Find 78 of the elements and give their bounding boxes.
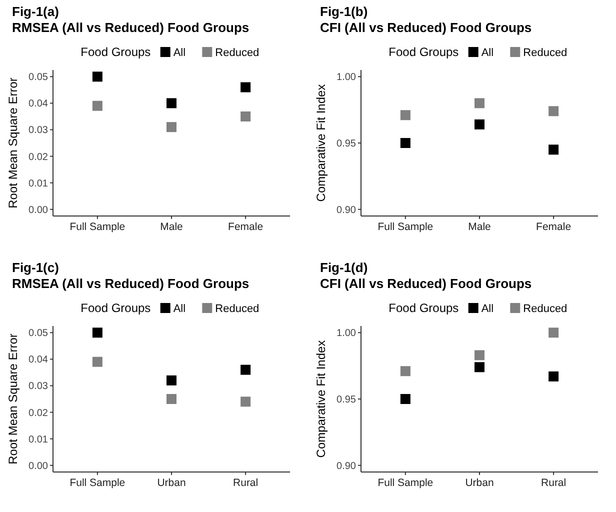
- point: [548, 144, 559, 155]
- y-tick-label: 0.05: [28, 72, 48, 84]
- legend-title: Food Groups: [80, 45, 151, 60]
- point: [240, 82, 251, 92]
- point: [400, 110, 410, 120]
- x-tick-label: Full Sample: [70, 221, 126, 233]
- y-tick-label: 0.03: [28, 381, 48, 392]
- y-tick-label: 0.90: [336, 460, 356, 472]
- point: [92, 356, 102, 367]
- y-tick-label: 0.05: [28, 328, 48, 340]
- point: [240, 364, 251, 375]
- point: [92, 72, 102, 82]
- y-tick-label: 0.02: [28, 152, 48, 163]
- y-axis-title: Comparative Fit Index: [314, 84, 328, 202]
- legend-title: Food Groups: [388, 301, 459, 316]
- y-tick-label: 0.00: [28, 460, 48, 472]
- chart-title: Fig-1(c): [12, 260, 59, 275]
- point: [240, 111, 251, 122]
- point: [166, 122, 176, 132]
- point: [166, 394, 176, 404]
- legend-label: All: [481, 46, 494, 59]
- y-tick-label: 0.95: [336, 138, 356, 150]
- legend-label: All: [481, 302, 494, 315]
- chart-subtitle: CFI (All vs Reduced) Food Groups: [320, 276, 532, 291]
- y-tick-label: 0.01: [28, 178, 48, 190]
- x-tick-label: Male: [468, 221, 492, 233]
- legend-label: Reduced: [523, 46, 568, 59]
- y-tick-label: 0.04: [28, 354, 48, 366]
- legend-title: Food Groups: [80, 301, 151, 316]
- chart-subtitle: RMSEA (All vs Reduced) Food Groups: [12, 20, 250, 35]
- y-tick-label: 1.00: [336, 72, 356, 84]
- legend-label: Reduced: [215, 302, 260, 315]
- x-tick-label: Female: [228, 221, 264, 233]
- point: [400, 394, 410, 404]
- point: [92, 100, 102, 111]
- x-tick-label: Full Sample: [70, 477, 126, 489]
- y-tick-label: 0.90: [336, 204, 356, 216]
- x-tick-label: Urban: [465, 477, 494, 489]
- legend-label: All: [173, 46, 186, 59]
- legend-label: All: [173, 302, 186, 315]
- point: [92, 328, 102, 338]
- point: [400, 366, 410, 376]
- chart-title: Fig-1(a): [12, 4, 59, 19]
- y-tick-label: 0.02: [28, 408, 48, 419]
- point: [474, 350, 484, 360]
- y-axis-title: Comparative Fit Index: [314, 340, 328, 458]
- chart-title: Fig-1(d): [320, 260, 368, 275]
- x-tick-label: Male: [160, 221, 184, 233]
- point: [548, 328, 559, 338]
- x-tick-label: Rural: [233, 477, 258, 489]
- legend-label: Reduced: [523, 302, 568, 315]
- chart-subtitle: RMSEA (All vs Reduced) Food Groups: [12, 276, 250, 291]
- chart-title: Fig-1(b): [320, 4, 368, 19]
- point: [474, 98, 484, 108]
- chart-subtitle: CFI (All vs Reduced) Food Groups: [320, 20, 532, 35]
- y-tick-label: 0.03: [28, 125, 48, 136]
- point: [166, 98, 176, 108]
- y-tick-label: 0.95: [336, 394, 356, 406]
- y-tick-label: 0.01: [28, 434, 48, 446]
- x-tick-label: Female: [536, 221, 572, 233]
- y-axis-title: Root Mean Square Error: [6, 78, 20, 208]
- x-tick-label: Full Sample: [378, 477, 434, 489]
- point: [548, 106, 559, 116]
- y-tick-label: 0.04: [28, 98, 48, 110]
- y-tick-label: 0.00: [28, 204, 48, 216]
- legend-label: Reduced: [215, 46, 260, 59]
- point: [474, 119, 484, 130]
- point: [166, 375, 176, 386]
- point: [548, 371, 559, 382]
- point: [474, 362, 484, 372]
- point: [240, 396, 251, 407]
- x-tick-label: Urban: [157, 477, 186, 489]
- x-tick-label: Full Sample: [378, 221, 434, 233]
- y-axis-title: Root Mean Square Error: [6, 334, 20, 464]
- point: [400, 138, 410, 148]
- y-tick-label: 1.00: [336, 328, 356, 340]
- legend-title: Food Groups: [388, 45, 459, 60]
- x-tick-label: Rural: [541, 477, 566, 489]
